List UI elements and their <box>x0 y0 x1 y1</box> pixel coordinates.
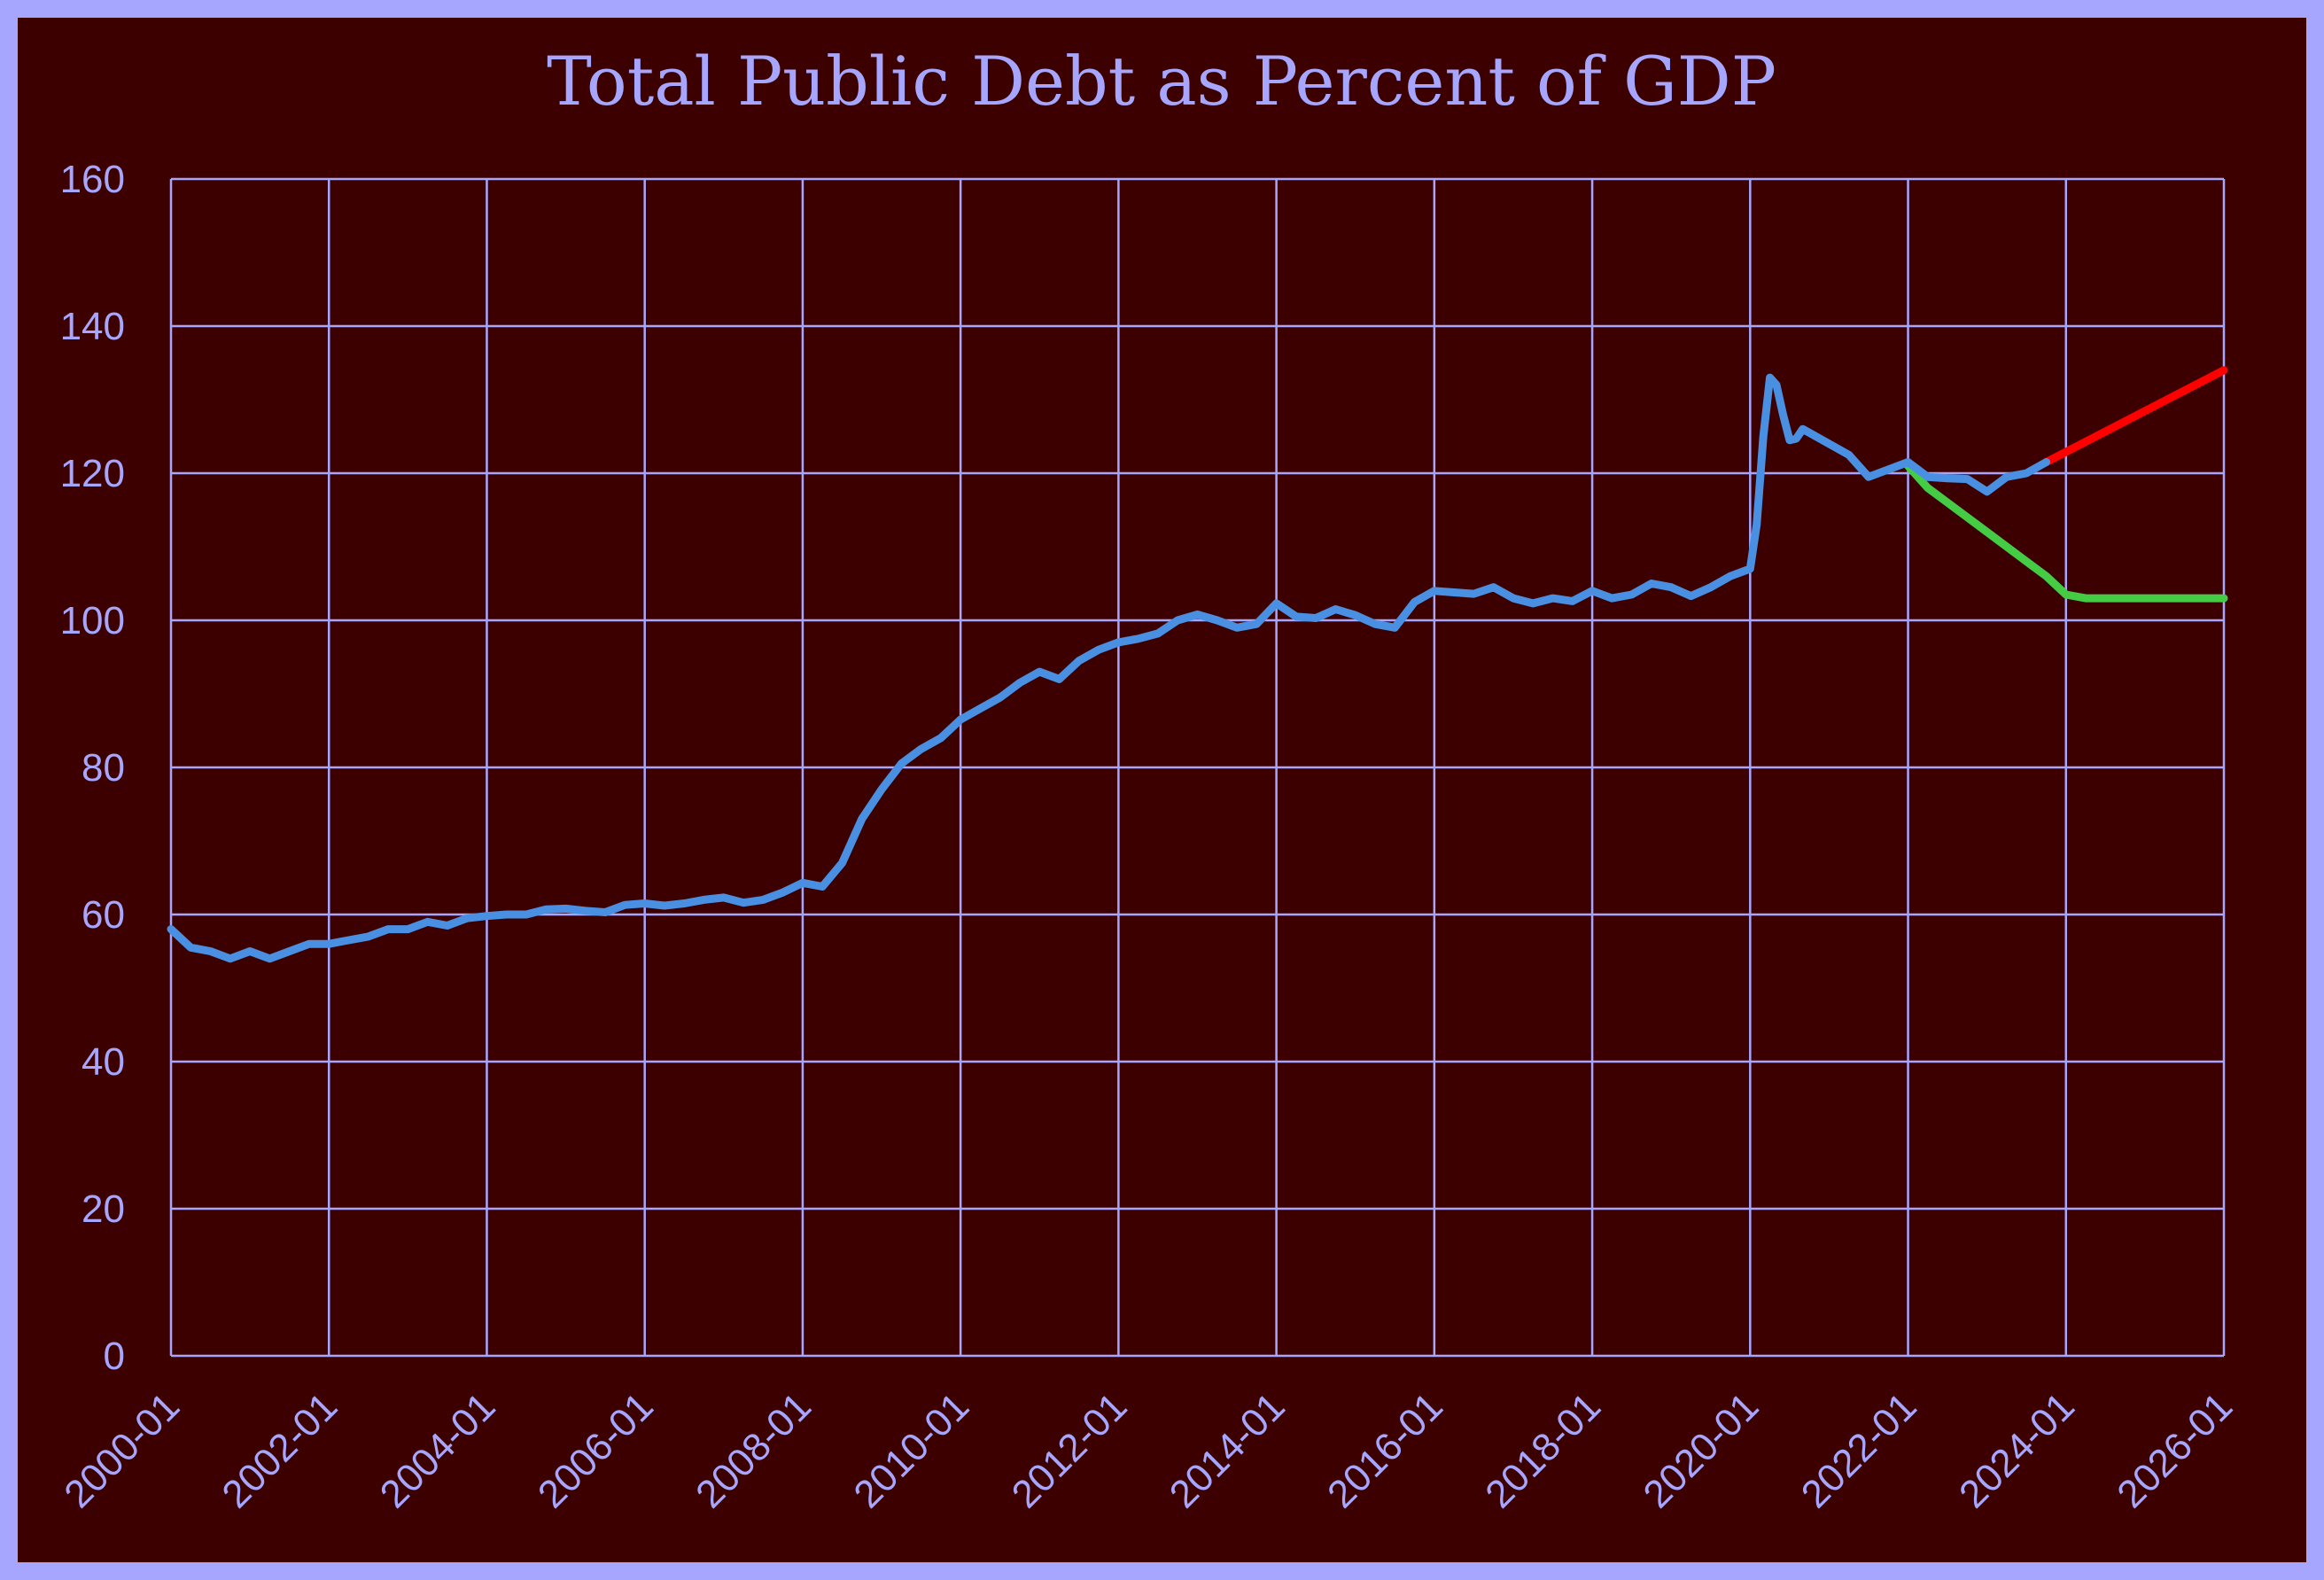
series-line <box>1904 462 2228 603</box>
y-tick-label: 0 <box>104 1335 125 1378</box>
x-tick-label: 2022-01 <box>1793 1384 1925 1516</box>
series-line <box>2042 366 2228 466</box>
x-tick-label: 2006-01 <box>530 1384 662 1516</box>
x-tick-label: 2008-01 <box>688 1384 820 1516</box>
y-tick-label: 40 <box>82 1040 125 1084</box>
x-axis-ticks: 2000-01 2002-01 2004-01 2006-01 2008-01 2010-… <box>56 1384 2241 1516</box>
x-tick-label: 2014-01 <box>1162 1384 1294 1516</box>
series-line <box>167 373 2050 963</box>
y-tick-label: 80 <box>82 746 125 790</box>
y-axis-ticks: 0 20 40 60 80 100 120 140 160 <box>60 158 125 1378</box>
x-tick-label: 2026-01 <box>2109 1384 2241 1516</box>
y-tick-label: 140 <box>60 305 125 348</box>
grid <box>169 177 2226 1358</box>
y-tick-label: 20 <box>82 1187 125 1231</box>
x-tick-label: 2010-01 <box>845 1384 977 1516</box>
x-tick-label: 2018-01 <box>1477 1384 1609 1516</box>
chart-title: Total Public Debt as Percent of GDP <box>547 42 1776 121</box>
x-tick-label: 2012-01 <box>1004 1384 1136 1516</box>
x-tick-label: 2020-01 <box>1636 1384 1768 1516</box>
series-lines <box>167 366 2228 963</box>
x-tick-label: 2004-01 <box>372 1384 504 1516</box>
x-tick-label: 2016-01 <box>1319 1384 1451 1516</box>
x-tick-label: 2024-01 <box>1951 1384 2083 1516</box>
y-tick-label: 60 <box>82 893 125 937</box>
y-tick-label: 160 <box>60 158 125 201</box>
y-tick-label: 120 <box>60 452 125 495</box>
y-tick-label: 100 <box>60 599 125 642</box>
x-tick-label: 2000-01 <box>56 1384 188 1516</box>
x-tick-label: 2002-01 <box>214 1384 346 1516</box>
